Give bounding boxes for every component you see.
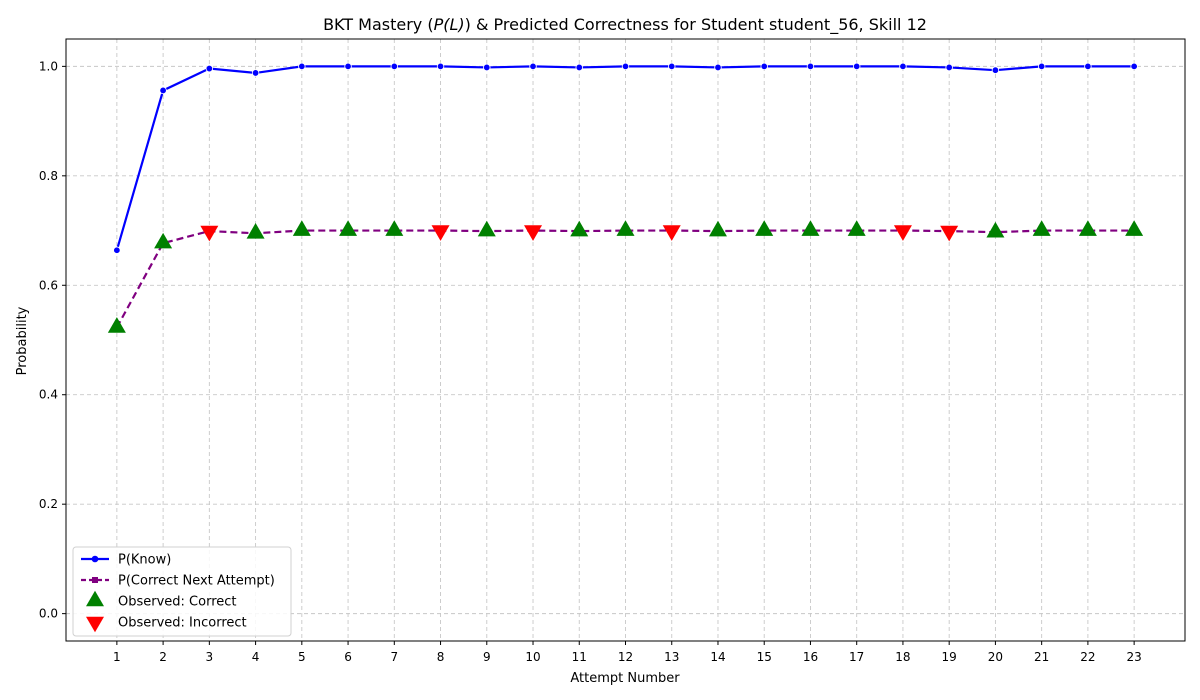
x-tick-label: 22 (1080, 650, 1095, 664)
x-tick-label: 17 (849, 650, 864, 664)
observed-correct-marker (755, 220, 774, 236)
pknow-point (668, 62, 676, 71)
x-tick-label: 11 (572, 650, 587, 664)
x-tick-label: 4 (252, 650, 260, 664)
observed-correct-marker (986, 221, 1005, 238)
x-tick-label: 9 (483, 650, 491, 664)
x-tick-label: 21 (1034, 650, 1049, 664)
x-tick-label: 3 (206, 650, 214, 664)
legend-handle-marker (86, 616, 104, 633)
pknow-point (483, 63, 491, 72)
observed-correct-marker (154, 232, 173, 249)
observed-incorrect-marker (431, 225, 450, 241)
legend-handle-marker (92, 577, 98, 583)
x-tick-label: 16 (803, 650, 818, 664)
pknow-point (1084, 62, 1092, 71)
x-tick-label: 13 (664, 650, 679, 664)
pknow-point (436, 62, 445, 71)
legend-handle-marker (91, 555, 99, 563)
x-tick-label: 18 (895, 650, 910, 664)
observed-correct-marker (801, 220, 820, 236)
observed-correct-marker (570, 220, 589, 237)
observed-correct-marker (477, 220, 496, 237)
y-tick-label: 0.8 (39, 169, 58, 183)
observed-correct-marker (847, 220, 866, 236)
observed-incorrect-marker (940, 225, 959, 242)
observed-correct-marker (107, 317, 126, 333)
pknow-point (714, 63, 722, 72)
pknow-point (529, 62, 537, 71)
observed-incorrect-marker (524, 225, 543, 241)
x-tick-label: 8 (437, 650, 445, 664)
x-tick-label: 6 (344, 650, 352, 664)
observed-correct-marker (292, 220, 311, 236)
pknow-point (113, 246, 121, 254)
chart-title: BKT Mastery (P(L)) & Predicted Correctne… (323, 15, 927, 35)
pknow-point (1130, 62, 1138, 71)
observed-incorrect-marker (200, 225, 219, 242)
pknow-point (251, 69, 260, 77)
pknow-point (390, 62, 399, 71)
pknow-point (945, 63, 953, 72)
legend: P(Know) P(Correct Next Attempt) Observed: … (72, 546, 292, 637)
observed-correct-marker (385, 220, 404, 236)
observed-correct-marker (616, 220, 635, 236)
pcorrect-line (115, 229, 1135, 328)
pknow-point (852, 62, 861, 71)
x-tick-label: 10 (525, 650, 540, 664)
observed-correct-marker (1125, 220, 1144, 236)
legend-box (72, 546, 292, 637)
x-tick-label: 5 (298, 650, 306, 664)
x-tick-label: 15 (757, 650, 772, 664)
pknow-point (159, 86, 167, 95)
observed-correct-marker (1032, 220, 1051, 236)
pknow-point (205, 64, 214, 73)
legend-label: P(Know) (118, 553, 171, 568)
pknow-point (575, 63, 583, 72)
x-tick-label: 7 (390, 650, 398, 664)
observed-correct-marker (339, 220, 358, 236)
legend-label: Observed: Correct (118, 595, 237, 610)
legend-label: P(Correct Next Attempt) (118, 574, 275, 589)
x-tick-label: 19 (942, 650, 957, 664)
pknow-point (806, 62, 815, 71)
y-tick-label: 1.0 (39, 59, 58, 73)
y-axis-label: Probability (15, 306, 30, 375)
legend-label: Observed: Incorrect (118, 616, 247, 631)
x-tick-label: 2 (159, 650, 167, 664)
pknow-point (621, 62, 630, 71)
pknow-point (298, 62, 306, 71)
y-tick-label: 0.0 (39, 607, 58, 621)
pknow-point (760, 62, 768, 71)
x-tick-label: 14 (710, 650, 725, 664)
pknow-point (991, 66, 1000, 74)
observed-correct-marker (708, 220, 727, 237)
x-axis-label: Attempt Number (570, 671, 680, 686)
x-tick-label: 12 (618, 650, 633, 664)
x-tick-label: 20 (988, 650, 1003, 664)
observed-incorrect-marker (893, 225, 912, 241)
y-tick-label: 0.6 (39, 278, 58, 292)
pknow-point (899, 62, 907, 71)
legend-handle-marker (86, 590, 104, 607)
observed-correct-marker (246, 222, 265, 239)
x-tick-label: 1 (113, 650, 121, 664)
pknow-point (1037, 62, 1046, 71)
y-tick-label: 0.2 (39, 497, 58, 511)
x-tick-label: 23 (1126, 650, 1141, 664)
pknow-point (344, 62, 352, 71)
observed-incorrect-marker (662, 225, 681, 241)
y-tick-label: 0.4 (39, 388, 58, 402)
observed-correct-marker (1078, 220, 1097, 236)
